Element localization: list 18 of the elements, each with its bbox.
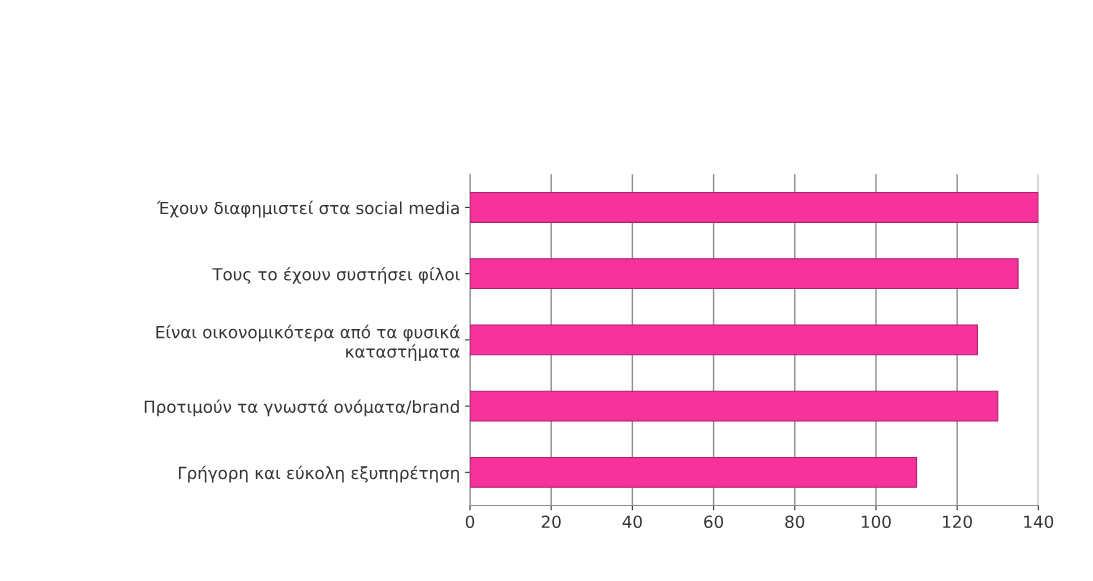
x-tick-label: 120	[943, 515, 972, 529]
y-tick-label: Τους το έχουν συστήσει φίλοι	[212, 266, 460, 284]
x-tick-label: 20	[541, 515, 561, 529]
x-tick-label: 60	[704, 515, 724, 529]
x-tick-label: 40	[622, 515, 642, 529]
bar	[469, 258, 1019, 290]
y-tick-label: Γρήγορη και εύκολη εξυπηρέτηση	[178, 465, 459, 483]
y-tick-label: Έχουν διαφημιστεί στα social media	[156, 200, 459, 218]
bar	[469, 390, 999, 422]
bar	[469, 324, 979, 356]
x-tick-label: 140	[1024, 515, 1054, 529]
x-tick-label: 0	[465, 515, 475, 529]
bar	[469, 456, 918, 488]
y-tick-label: Είναι οικονομικότερα από τα φυσικά καταστήματα	[156, 324, 460, 362]
y-tick-label: Προτιμούν τα γνωστά ονόματα/brand	[144, 399, 459, 417]
x-tick-label: 80	[785, 515, 805, 529]
bar	[469, 191, 1039, 223]
x-tick-label: 100	[861, 515, 891, 529]
